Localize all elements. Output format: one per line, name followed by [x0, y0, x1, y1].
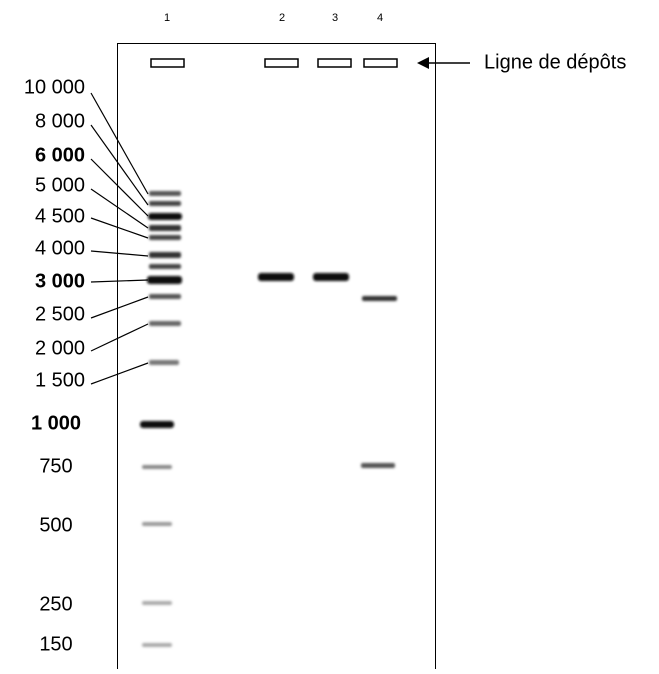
- gel-diagram: 1 2 3 4 Ligne de dépôts 10 000 8 000 6 0…: [0, 0, 659, 669]
- ladder-label: 5 000: [35, 174, 85, 196]
- ladder-label: 2 000: [35, 337, 85, 359]
- ladder-label: 750: [39, 455, 72, 477]
- ladder-label: 6 000: [35, 144, 85, 166]
- ladder-label: 250: [39, 593, 72, 615]
- ladder-labels: 10 000 8 000 6 000 5 000 4 500 4 000 3 0…: [24, 76, 85, 655]
- ladder-label: 4 000: [35, 237, 85, 259]
- ladder-label: 500: [39, 514, 72, 536]
- ladder-label: 1 000: [31, 412, 81, 434]
- lane-number: 1: [164, 12, 170, 24]
- ladder-label: 10 000: [24, 76, 85, 98]
- ladder-label: 8 000: [35, 110, 85, 132]
- lane-number: 3: [332, 12, 338, 24]
- ladder-label: 2 500: [35, 303, 85, 325]
- lane-number: 4: [377, 12, 383, 24]
- lane-number: 2: [279, 12, 285, 24]
- well-line-label: Ligne de dépôts: [484, 51, 626, 73]
- gel: [118, 44, 436, 670]
- ladder-label: 4 500: [35, 205, 85, 227]
- ladder-label: 1 500: [35, 369, 85, 391]
- ladder-label: 150: [39, 633, 72, 655]
- ladder-label: 3 000: [35, 270, 85, 292]
